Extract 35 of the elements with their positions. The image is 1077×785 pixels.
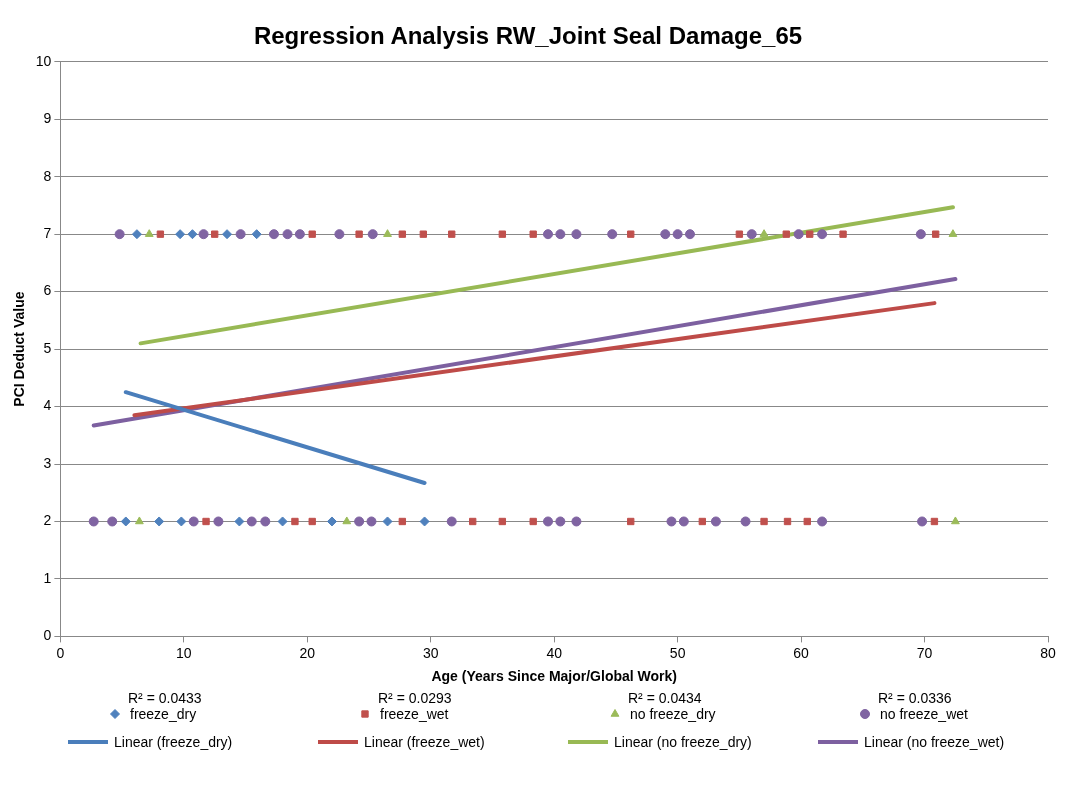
y-tick-label: 2 bbox=[43, 512, 52, 529]
y-tick-label: 0 bbox=[43, 627, 52, 644]
y-tick-label: 3 bbox=[43, 454, 52, 471]
x-tick-label: 50 bbox=[669, 644, 686, 661]
legend-label: freeze_dry bbox=[129, 706, 197, 722]
legend-label: Linear (no freeze_wet) bbox=[863, 734, 1006, 750]
y-tick-label: 7 bbox=[43, 225, 52, 242]
text: R² = 0.0433 bbox=[127, 690, 202, 706]
x-tick-label: 0 bbox=[56, 644, 65, 661]
x-tick-label: 60 bbox=[793, 644, 810, 661]
text: R² = 0.0293 bbox=[377, 690, 452, 706]
legend-label: Linear (freeze_dry) bbox=[113, 734, 234, 750]
x-tick-label: 10 bbox=[176, 644, 192, 661]
y-tick-label: 4 bbox=[43, 397, 52, 414]
x-axis-title: Age (Years Since Major/Global Work) bbox=[431, 668, 677, 685]
y-axis-title: PCI Deduct Value bbox=[11, 291, 28, 407]
y-tick-label: 1 bbox=[43, 569, 52, 586]
y-tick-label: 5 bbox=[43, 339, 52, 356]
x-tick-label: 20 bbox=[299, 644, 316, 661]
text: R² = 0.0434 bbox=[627, 690, 702, 706]
legend-label: no freeze_dry bbox=[629, 706, 716, 722]
legend-label: no freeze_wet bbox=[879, 706, 968, 722]
x-tick-label: 70 bbox=[916, 644, 933, 661]
y-tick-label: 6 bbox=[43, 282, 52, 299]
x-tick-label: 40 bbox=[546, 644, 563, 661]
text: R² = 0.0336 bbox=[877, 690, 952, 706]
x-tick-label: 30 bbox=[422, 644, 439, 661]
x-tick-label: 80 bbox=[1040, 644, 1056, 661]
legend-label: freeze_wet bbox=[379, 706, 449, 722]
legend-label: Linear (no freeze_dry) bbox=[613, 734, 753, 750]
legend-label: Linear (freeze_wet) bbox=[363, 734, 486, 750]
y-tick-label: 10 bbox=[35, 52, 52, 69]
y-tick-label: 8 bbox=[43, 167, 52, 184]
chart-title: Regression Analysis RW_Joint Seal Damage_65 bbox=[253, 22, 803, 50]
y-tick-label: 9 bbox=[43, 110, 52, 127]
